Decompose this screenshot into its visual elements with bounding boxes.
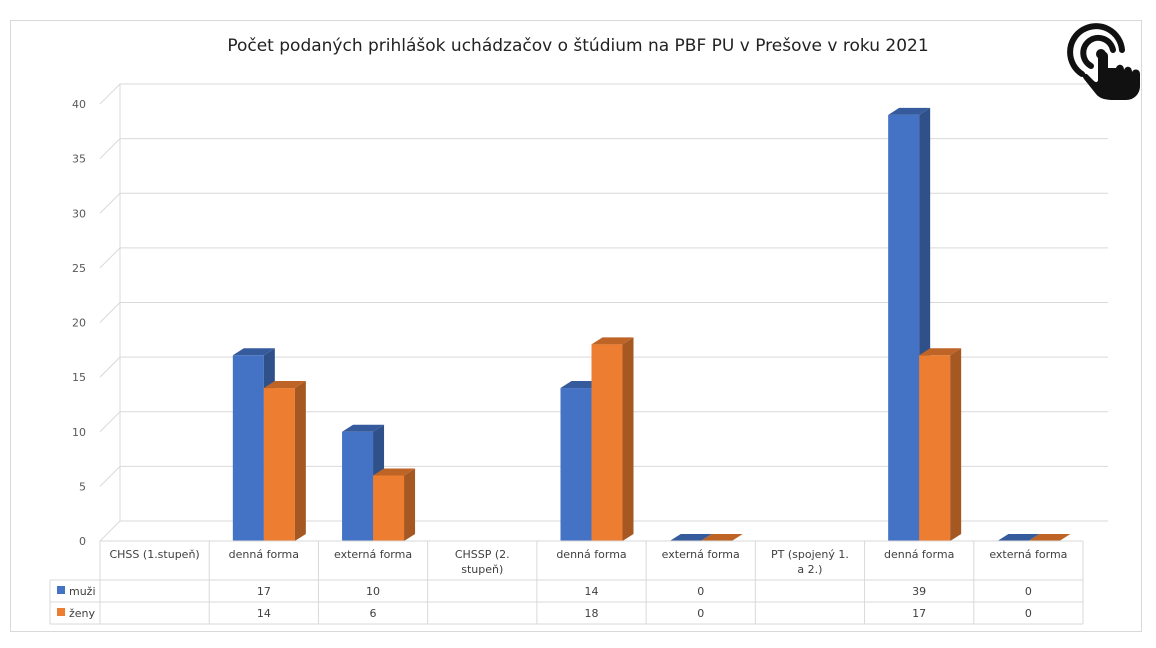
bar: [373, 468, 416, 541]
bar: [1028, 534, 1071, 541]
y-tick-label: 0: [79, 535, 86, 548]
data-label: 39: [912, 585, 926, 598]
data-label: 0: [697, 607, 704, 620]
bar-top: [919, 348, 962, 356]
bar-top: [263, 381, 306, 389]
bar-front: [560, 388, 592, 541]
bar: [700, 534, 743, 541]
bar-side: [404, 468, 416, 541]
bar: [997, 534, 1040, 541]
bar-front: [591, 344, 623, 541]
touch-hand-icon: [1067, 23, 1140, 100]
y-tick-label: 5: [79, 480, 86, 493]
data-table: CHSS (1.stupeň) denná forma externá forma C…: [49, 540, 1084, 625]
bar: [263, 381, 306, 541]
grid-line: [99, 411, 121, 433]
bar: [919, 348, 962, 541]
legend-swatch: [57, 608, 65, 616]
bar-front: [342, 431, 374, 541]
y-tick-label: 40: [72, 98, 86, 111]
category-label: PT (spojený 1. a 2.): [771, 548, 849, 576]
data-label: 0: [1025, 607, 1032, 620]
y-tick-label: 15: [72, 371, 86, 384]
grid-line: [99, 247, 121, 269]
category-label: denná forma: [229, 548, 299, 561]
category-label: denná forma: [884, 548, 954, 561]
y-tick-label: 35: [72, 153, 86, 166]
bar-side: [950, 348, 962, 541]
y-tick-label: 10: [72, 426, 86, 439]
legend-label: muži: [69, 585, 96, 598]
grid-line: [99, 466, 121, 487]
bar-top: [373, 468, 416, 476]
bar-front: [919, 355, 951, 541]
bar: [669, 534, 712, 541]
bar-top: [342, 424, 385, 432]
y-tick-label: 25: [72, 262, 86, 275]
grid-line: [99, 192, 121, 214]
grid-line: [99, 138, 121, 159]
legend-label: ženy: [69, 607, 96, 620]
data-label: 14: [585, 585, 599, 598]
data-label: 17: [912, 607, 926, 620]
grid-line: [99, 520, 121, 542]
grid-line: [99, 356, 121, 378]
category-label: CHSS (1.stupeň): [109, 548, 199, 561]
bar-front: [263, 388, 295, 541]
bar-front: [232, 355, 264, 541]
category-label: denná forma: [556, 548, 626, 561]
data-label: 0: [1025, 585, 1032, 598]
grid-line: [99, 83, 121, 105]
bar-top: [700, 534, 743, 541]
bar-front: [888, 114, 920, 542]
bar-side: [622, 337, 634, 541]
category-label: externá forma: [334, 548, 412, 561]
data-label: 18: [585, 607, 599, 620]
category-label: externá forma: [989, 548, 1067, 561]
y-tick-label: 20: [72, 317, 86, 330]
data-label: 0: [697, 585, 704, 598]
chart-title: Počet podaných prihlášok uchádzačov o št…: [227, 36, 929, 56]
bar: [591, 337, 634, 541]
bar-top: [888, 107, 931, 115]
grid-line: [99, 302, 121, 323]
data-label: 10: [366, 585, 380, 598]
bar-top: [591, 337, 634, 345]
data-label: 17: [257, 585, 271, 598]
y-axis: 0 5 10 15 20 25 30 35 40: [72, 98, 86, 548]
category-label: CHSSP (2. stupeň): [455, 548, 510, 576]
bar-top: [232, 348, 275, 356]
data-label: 14: [257, 607, 271, 620]
bar-side: [294, 381, 306, 541]
legend-swatch: [57, 586, 65, 594]
category-label: externá forma: [662, 548, 740, 561]
bar-top: [1028, 534, 1071, 541]
bars: [232, 107, 1071, 542]
y-tick-label: 30: [72, 207, 86, 220]
bar-top: [997, 534, 1040, 541]
bar-front: [373, 475, 405, 541]
bar-top: [669, 534, 712, 541]
data-label: 6: [370, 607, 377, 620]
